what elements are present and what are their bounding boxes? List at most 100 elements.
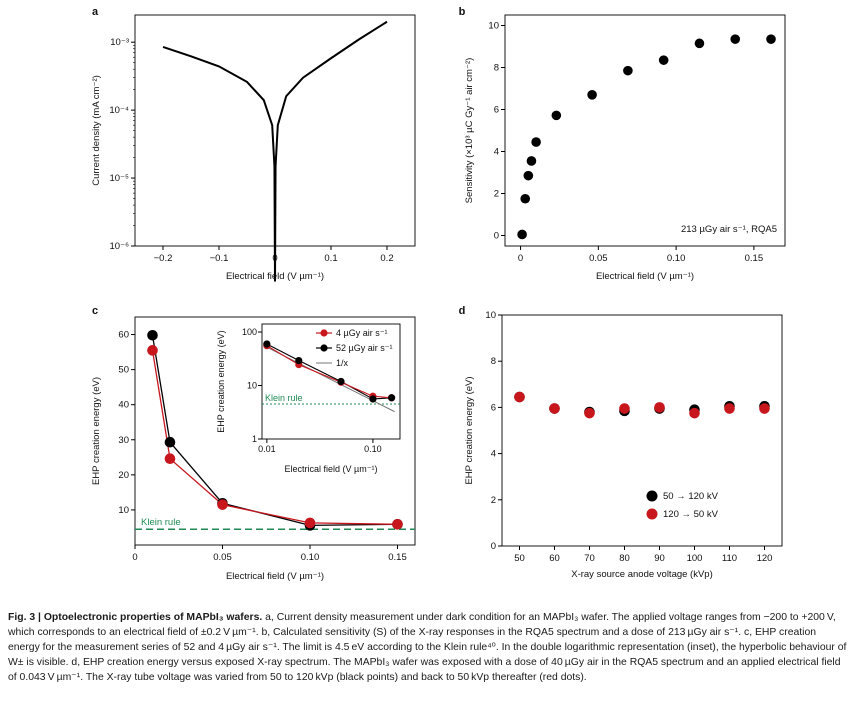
panel-a-xtick-label: 0.1 — [324, 253, 337, 264]
panel-c-data-point — [392, 519, 403, 530]
panel-b-ytick-label: 6 — [494, 105, 499, 116]
panel-b-data-point — [531, 137, 541, 147]
panel-b-data-point — [587, 90, 597, 100]
panel-c-inset-data-point — [295, 356, 303, 365]
panel-b-data-point — [517, 229, 527, 240]
panel-a-ytick-label: 10⁻⁴ — [109, 105, 129, 116]
panel-c-inset-xlabel: Electrical field (V µm⁻¹) — [285, 464, 378, 474]
panel-c-ytick-label: 50 — [118, 365, 129, 376]
figure-caption: Fig. 3 | Optoelectronic properties of MA… — [8, 610, 850, 685]
panel-d-legend-marker — [646, 490, 658, 502]
panel-c-inset-legend-label: 4 µGy air s⁻¹ — [336, 328, 387, 338]
panel-d-data-point — [654, 402, 665, 413]
panel-c-data-point — [147, 329, 158, 341]
panel-d-legend-marker — [646, 508, 658, 520]
panel-b-data-point — [658, 55, 669, 65]
panel-d-xlabel: X-ray source anode voltage (kVp) — [571, 569, 713, 580]
panel-c-data-point — [164, 453, 176, 465]
panel-d-letter: d — [459, 305, 466, 317]
panel-c-klein-label: Klein rule — [141, 517, 181, 528]
panel-b-annotation: 213 µGy air s⁻¹, RQA5 — [681, 224, 777, 235]
panel-d-ytick-label: 8 — [491, 356, 496, 367]
panel-c-frame — [134, 316, 416, 546]
panel-d-xtick-label: 60 — [549, 553, 560, 564]
panel-d-xtick-label: 120 — [757, 553, 773, 564]
panel-b-xtick-label: 0.15 — [745, 253, 764, 264]
panel-d-ytick-label: 6 — [491, 402, 496, 413]
panel-d-ytick-label: 4 — [491, 449, 496, 460]
panel-d-ytick-label: 0 — [491, 541, 496, 552]
panel-d-xtick-label: 70 — [584, 553, 595, 564]
panel-a-letter: a — [92, 6, 99, 18]
caption-fig-label: Fig. 3 | Optoelectronic properties of MA… — [8, 612, 263, 623]
panel-c-ylabel: EHP creation energy (eV) — [91, 377, 102, 485]
panel-a-xtick-label: −0.2 — [154, 253, 173, 264]
panel-b-frame — [504, 14, 786, 247]
panel-c-inset-xtick-label: 0.10 — [364, 444, 382, 454]
panel-d-data-point — [689, 407, 700, 419]
panel-b-letter: b — [459, 6, 466, 18]
panel-d-data-point — [724, 403, 735, 414]
panel-c-inset-ylabel: EHP creation energy (eV) — [216, 330, 226, 432]
panel-d-data-point — [619, 403, 630, 414]
panel-c-inset-legend-marker — [320, 344, 328, 352]
panel-a-ytick-label: 10⁻³ — [110, 37, 129, 48]
panel-b-data-point — [520, 193, 531, 204]
panel-c-data-point — [164, 436, 176, 448]
panel-d-xtick-label: 50 — [514, 553, 525, 564]
panel-a-ytick-label: 10⁻⁶ — [110, 241, 130, 252]
panel-c-xlabel: Electrical field (V µm⁻¹) — [226, 571, 324, 582]
panel-d-data-point — [549, 403, 560, 414]
panel-d-frame — [501, 314, 783, 547]
panel-c-inset-ytick-label: 100 — [242, 327, 257, 337]
panel-b-ylabel: Sensitivity (×10³ µC Gy⁻¹ air cm⁻²) — [464, 58, 475, 204]
panel-b-xtick-label: 0.05 — [589, 253, 608, 264]
panel-c-data-point — [147, 345, 158, 356]
panel-d-xtick-label: 100 — [687, 553, 703, 564]
panel-d-legend-label: 50 → 120 kV — [663, 491, 719, 502]
panel-c-inset-data-point — [369, 395, 377, 403]
panel-c-inset-xtick-label: 0.01 — [258, 444, 276, 454]
panel-d-data-point — [759, 403, 770, 414]
panel-c-inset-ytick-label: 1 — [252, 434, 257, 444]
panel-c-inset-frame — [261, 323, 401, 440]
panel-c-inset-background — [257, 320, 407, 480]
panel-c-ytick-label: 60 — [118, 330, 129, 341]
panel-d-xtick-label: 80 — [619, 553, 630, 564]
panel-d-data-point — [514, 391, 525, 403]
panel-c-inset-legend-label: 1/x — [336, 358, 349, 368]
panel-d-legend-label: 120 → 50 kV — [663, 509, 719, 520]
panel-b-data-point — [766, 34, 776, 44]
panel-d-ytick-label: 2 — [491, 495, 496, 506]
panel-c-ytick-label: 20 — [118, 470, 129, 481]
panel-b-data-point — [551, 110, 562, 121]
panel-b-xlabel: Electrical field (V µm⁻¹) — [596, 271, 694, 282]
panel-d-data-point — [584, 407, 595, 419]
panel-c-inset-legend-label: 52 µGy air s⁻¹ — [336, 343, 392, 353]
panel-c-data-point — [304, 517, 316, 529]
panel-c-xtick-label: 0 — [132, 552, 137, 563]
panel-b-xtick-label: 0 — [518, 253, 523, 264]
panel-b-ytick-label: 8 — [494, 63, 499, 74]
panel-c-inset-data-point — [388, 394, 396, 402]
panel-a-ylabel: Current density (mA cm⁻²) — [91, 75, 102, 186]
panel-d-ylabel: EHP creation energy (eV) — [464, 376, 475, 484]
panel-c-ytick-label: 30 — [118, 435, 129, 446]
panel-c-letter: c — [92, 305, 98, 317]
panel-d-xtick-label: 110 — [722, 553, 737, 564]
panel-a-xtick-label: −0.1 — [210, 253, 229, 264]
panel-c-inset-data-point — [337, 377, 345, 386]
panel-b-ytick-label: 4 — [494, 147, 499, 158]
panel-c-inset-ytick-label: 10 — [247, 381, 257, 391]
panel-b-ytick-label: 10 — [488, 21, 499, 32]
panel-c-xtick-label: 0.10 — [301, 552, 320, 563]
panel-c-inset-legend-marker — [320, 329, 328, 337]
panel-c-data-point — [217, 499, 228, 510]
panel-c-ytick-label: 40 — [118, 400, 129, 411]
panel-c-xtick-label: 0.15 — [388, 552, 407, 563]
panel-a-iv-curve — [162, 20, 388, 282]
panel-d-ytick-label: 10 — [485, 310, 496, 321]
panel-b-data-point — [526, 156, 537, 166]
panel-b-ytick-label: 2 — [494, 189, 499, 200]
figure-panels: a −0.2 −0.1 0 0.1 0.2 10⁻⁶ 10⁻⁵ 10⁻⁴ 10⁻³ Electric… — [91, 6, 786, 582]
